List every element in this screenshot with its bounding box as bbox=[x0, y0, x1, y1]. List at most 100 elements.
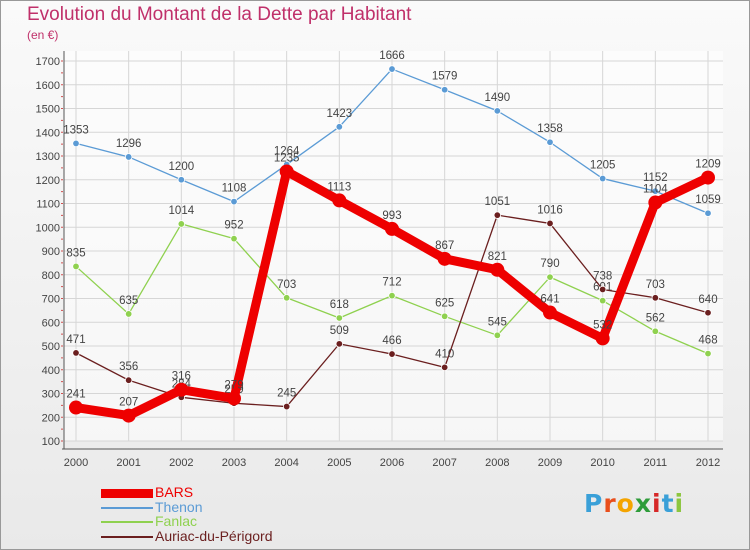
data-point bbox=[704, 209, 712, 217]
y-tick-label: 1600 bbox=[36, 80, 60, 92]
data-point bbox=[174, 382, 189, 397]
data-point bbox=[69, 400, 83, 415]
x-tick-label: 2004 bbox=[274, 457, 298, 469]
x-tick-label: 2000 bbox=[64, 457, 88, 469]
x-tick-label: 2001 bbox=[116, 457, 140, 469]
data-point bbox=[335, 314, 344, 322]
y-tick-label: 400 bbox=[42, 365, 60, 377]
data-label: 1113 bbox=[327, 181, 351, 193]
data-point bbox=[388, 350, 396, 358]
data-point bbox=[546, 273, 554, 281]
data-point bbox=[546, 138, 554, 146]
y-tick-label: 800 bbox=[42, 270, 60, 282]
x-tick-label: 2002 bbox=[169, 457, 193, 469]
data-point bbox=[72, 349, 80, 357]
y-tick-label: 600 bbox=[42, 317, 60, 329]
legend-label: BARS bbox=[155, 484, 194, 500]
x-tick-label: 2009 bbox=[538, 457, 562, 469]
data-point bbox=[282, 294, 291, 302]
y-tick-label: 1100 bbox=[36, 199, 60, 211]
data-point bbox=[595, 331, 610, 346]
data-label: 1235 bbox=[274, 152, 300, 164]
data-point bbox=[385, 221, 399, 236]
data-label: 1051 bbox=[485, 196, 511, 208]
data-label: 625 bbox=[435, 297, 454, 309]
series-bars: 2412073162791235111399386782164153211041… bbox=[66, 152, 721, 423]
data-label: 867 bbox=[435, 240, 454, 252]
data-label: 1200 bbox=[169, 161, 195, 173]
y-tick-label: 200 bbox=[42, 412, 60, 424]
legend-swatch bbox=[101, 488, 153, 498]
proxiti-logo: Proxiti bbox=[584, 489, 685, 518]
data-label: 468 bbox=[698, 335, 717, 347]
x-tick-label: 2011 bbox=[644, 457, 668, 469]
chart-unit-label: (en €) bbox=[27, 28, 59, 42]
y-tick-label: 100 bbox=[42, 436, 60, 448]
data-point bbox=[279, 164, 294, 179]
data-label: 1152 bbox=[643, 172, 668, 184]
legend-item: BARS bbox=[101, 484, 381, 500]
x-tick-label: 2008 bbox=[485, 457, 509, 469]
data-label: 466 bbox=[382, 335, 401, 347]
data-label: 245 bbox=[277, 388, 296, 400]
legend-label: Fanlac bbox=[155, 513, 198, 530]
data-label: 562 bbox=[646, 312, 665, 324]
data-label: 1059 bbox=[695, 194, 721, 206]
x-tick-label: 2012 bbox=[696, 457, 720, 469]
data-label: 1104 bbox=[643, 184, 668, 196]
series-auriac-du-p-rigord: 4713562842592455094664101051101673870364… bbox=[66, 196, 718, 411]
y-tick-label: 1300 bbox=[36, 151, 60, 163]
data-point bbox=[490, 262, 505, 277]
data-label: 1108 bbox=[222, 183, 247, 195]
data-label: 1490 bbox=[485, 92, 511, 104]
data-point bbox=[493, 107, 502, 115]
data-point bbox=[648, 195, 663, 210]
data-label: 712 bbox=[382, 277, 401, 289]
data-point bbox=[704, 309, 712, 317]
data-label: 356 bbox=[119, 361, 138, 373]
data-label: 241 bbox=[66, 389, 85, 401]
data-point bbox=[177, 220, 186, 228]
data-label: 1358 bbox=[537, 123, 563, 135]
data-point bbox=[177, 176, 186, 184]
legend-swatch bbox=[101, 536, 153, 539]
data-label: 1209 bbox=[695, 159, 721, 171]
data-point bbox=[440, 86, 449, 94]
data-point bbox=[72, 262, 80, 271]
y-tick-label: 1000 bbox=[36, 222, 60, 234]
plot-area bbox=[64, 51, 723, 441]
chart-title: Evolution du Montant de la Dette par Hab… bbox=[27, 4, 412, 25]
data-point bbox=[282, 402, 291, 411]
y-tick-label: 1700 bbox=[36, 56, 60, 68]
data-label: 821 bbox=[488, 251, 507, 263]
data-point bbox=[598, 296, 607, 305]
x-tick-label: 2007 bbox=[432, 457, 456, 469]
legend-swatch bbox=[101, 506, 153, 509]
data-point bbox=[701, 170, 715, 185]
y-tick-label: 1200 bbox=[36, 175, 60, 187]
data-label: 1423 bbox=[327, 108, 353, 120]
legend-label: Thenon bbox=[155, 498, 203, 515]
data-point bbox=[332, 193, 347, 208]
data-point bbox=[72, 139, 80, 148]
x-tick-label: 2003 bbox=[222, 457, 246, 469]
data-point bbox=[230, 234, 238, 243]
data-point bbox=[651, 187, 660, 195]
data-point bbox=[493, 331, 502, 340]
data-point bbox=[543, 305, 557, 320]
data-point bbox=[388, 291, 396, 300]
data-point bbox=[335, 340, 344, 348]
data-label: 952 bbox=[224, 220, 243, 232]
legend-swatch bbox=[101, 521, 153, 524]
data-point bbox=[335, 123, 344, 131]
y-tick-label: 1500 bbox=[36, 104, 60, 116]
data-label: 1666 bbox=[379, 50, 405, 62]
data-label: 471 bbox=[66, 334, 85, 346]
data-label: 703 bbox=[277, 279, 296, 291]
data-label: 641 bbox=[540, 294, 559, 306]
x-tick-label: 2005 bbox=[327, 457, 351, 469]
data-point bbox=[493, 211, 502, 219]
data-point bbox=[437, 251, 452, 266]
data-point bbox=[598, 174, 607, 183]
